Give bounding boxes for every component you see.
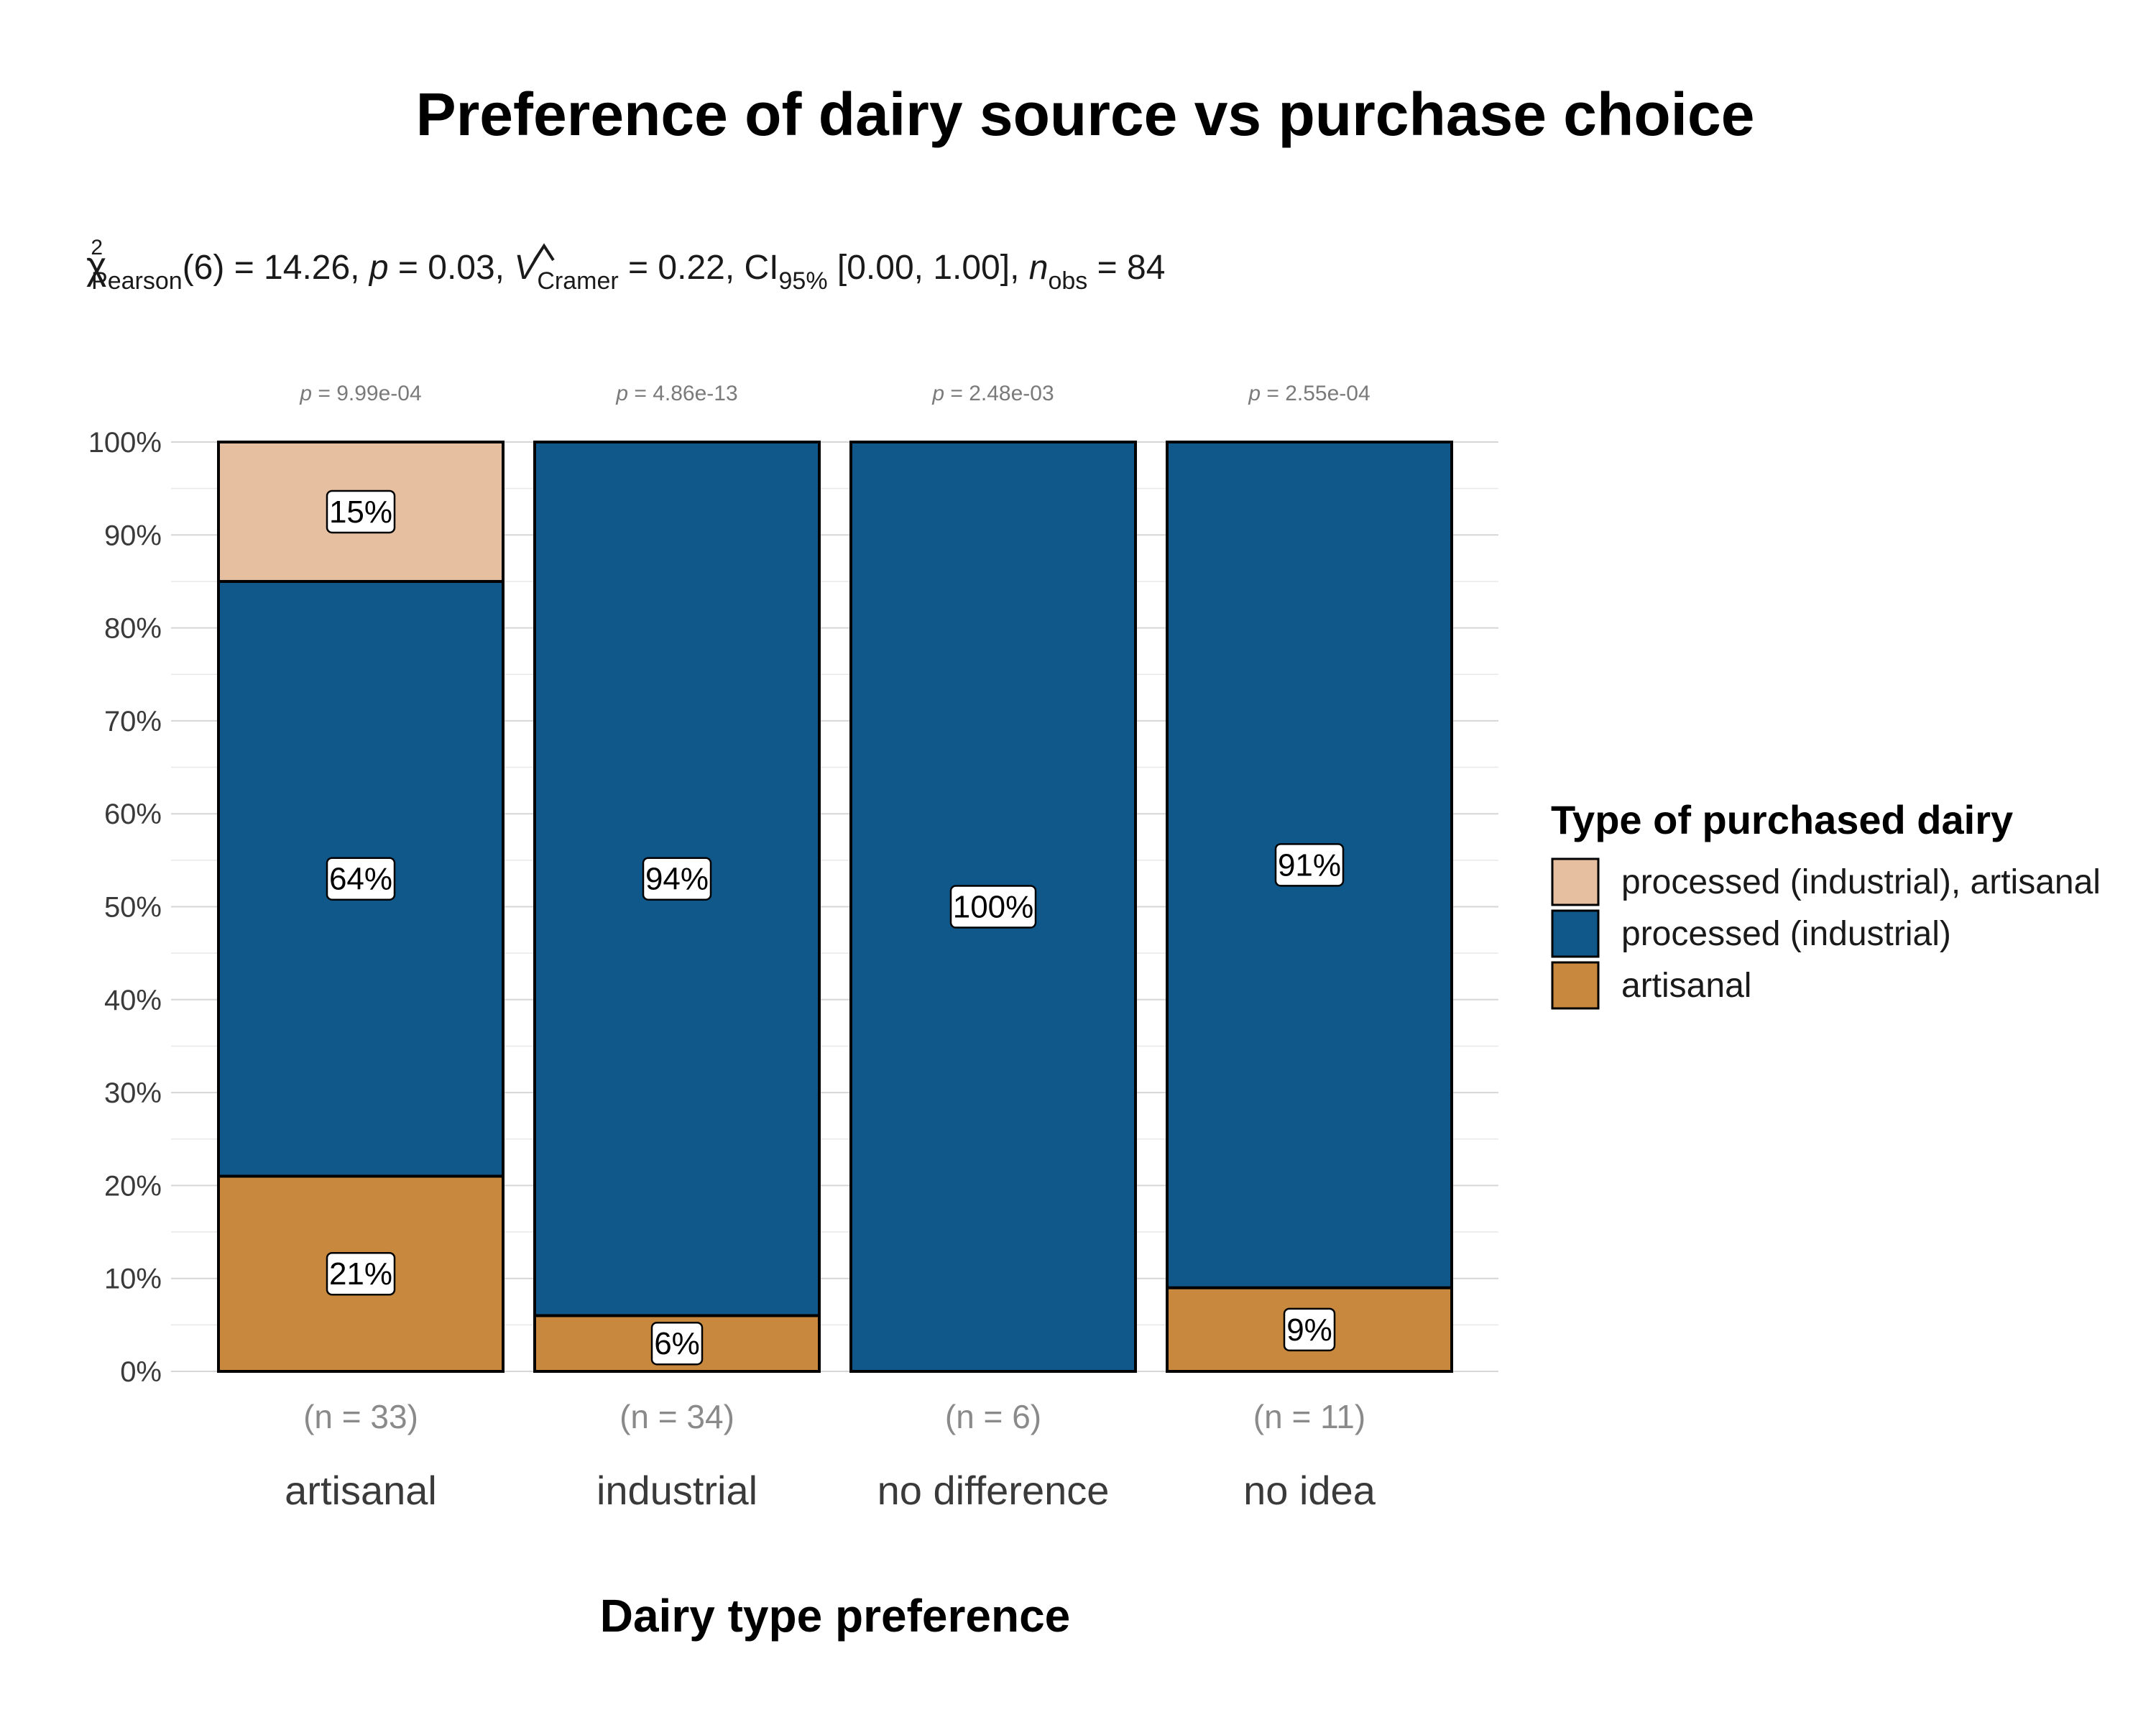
y-axis: 0% 10% 20% 30% 40% 50% 60% 70% 80% 90% 100% [88, 427, 162, 1388]
y-tick-label: 80% [104, 613, 162, 645]
x-axis: p = 9.99e-04 (n = 33) artisanal p = 4.86e-1… [285, 382, 1376, 1513]
legend: Type of purchased dairy processed (indus… [1551, 797, 2101, 1010]
legend-label: artisanal [1621, 967, 1751, 1005]
data-label-box [642, 857, 712, 901]
y-tick-label: 60% [104, 799, 162, 830]
y-tick-label: 30% [104, 1077, 162, 1109]
legend-swatch [1551, 909, 1600, 958]
v-hat-icon [533, 243, 555, 262]
count-label: (n = 34) [619, 1398, 734, 1435]
p-value-label: p = 2.48e-03 [931, 382, 1054, 405]
data-label-box [650, 1321, 704, 1366]
y-tick-label: 70% [104, 706, 162, 737]
y-tick-label: 0% [120, 1356, 162, 1388]
data-label: 21% [329, 1256, 392, 1292]
data-label-box [949, 885, 1037, 929]
legend-title: Type of purchased dairy [1551, 797, 2013, 842]
x-tick-label: no idea [1243, 1468, 1376, 1513]
y-tick-label: 90% [104, 520, 162, 551]
y-tick-label: 10% [104, 1264, 162, 1295]
data-label: 6% [654, 1326, 700, 1361]
legend-swatch [1551, 857, 1600, 906]
data-label: 9% [1286, 1312, 1332, 1348]
count-label: (n = 11) [1253, 1398, 1365, 1435]
count-label: (n = 6) [945, 1398, 1041, 1435]
legend-swatch [1551, 961, 1600, 1010]
data-label: 15% [329, 494, 392, 530]
data-label: 100% [953, 890, 1034, 925]
chart-title: Preference of dairy source vs purchase c… [416, 80, 1755, 148]
y-tick-label: 100% [88, 427, 162, 459]
data-label-box [326, 857, 396, 901]
legend-label: processed (industrial), artisanal [1621, 863, 2101, 901]
p-value-label: p = 4.86e-13 [615, 382, 737, 405]
data-label: 91% [1278, 847, 1341, 883]
data-label-box [1274, 843, 1345, 887]
data-label: 64% [329, 862, 392, 897]
y-tick-label: 40% [104, 985, 162, 1016]
x-tick-label: industrial [596, 1468, 757, 1513]
x-tick-label: no difference [877, 1468, 1110, 1513]
x-axis-label: Dairy type preference [600, 1590, 1071, 1642]
y-tick-label: 20% [104, 1170, 162, 1202]
data-label: 94% [645, 862, 709, 897]
p-value-label: p = 2.55e-04 [1248, 382, 1370, 405]
x-tick-label: artisanal [285, 1468, 437, 1513]
y-tick-label: 50% [104, 892, 162, 924]
legend-label: processed (industrial) [1621, 915, 1951, 953]
chart-subtitle: χ2 Pearson(6) = 14.26, p = 0.03, VCramer … [86, 236, 1165, 295]
data-labels: 21% 64% 15% 6% 94% 100% 9% 91% [326, 489, 1345, 1366]
p-value-label: p = 9.99e-04 [299, 382, 421, 405]
count-label: (n = 33) [303, 1398, 418, 1435]
data-label-box [326, 1251, 396, 1296]
data-label-box [1283, 1307, 1336, 1352]
data-label-box [326, 489, 396, 534]
